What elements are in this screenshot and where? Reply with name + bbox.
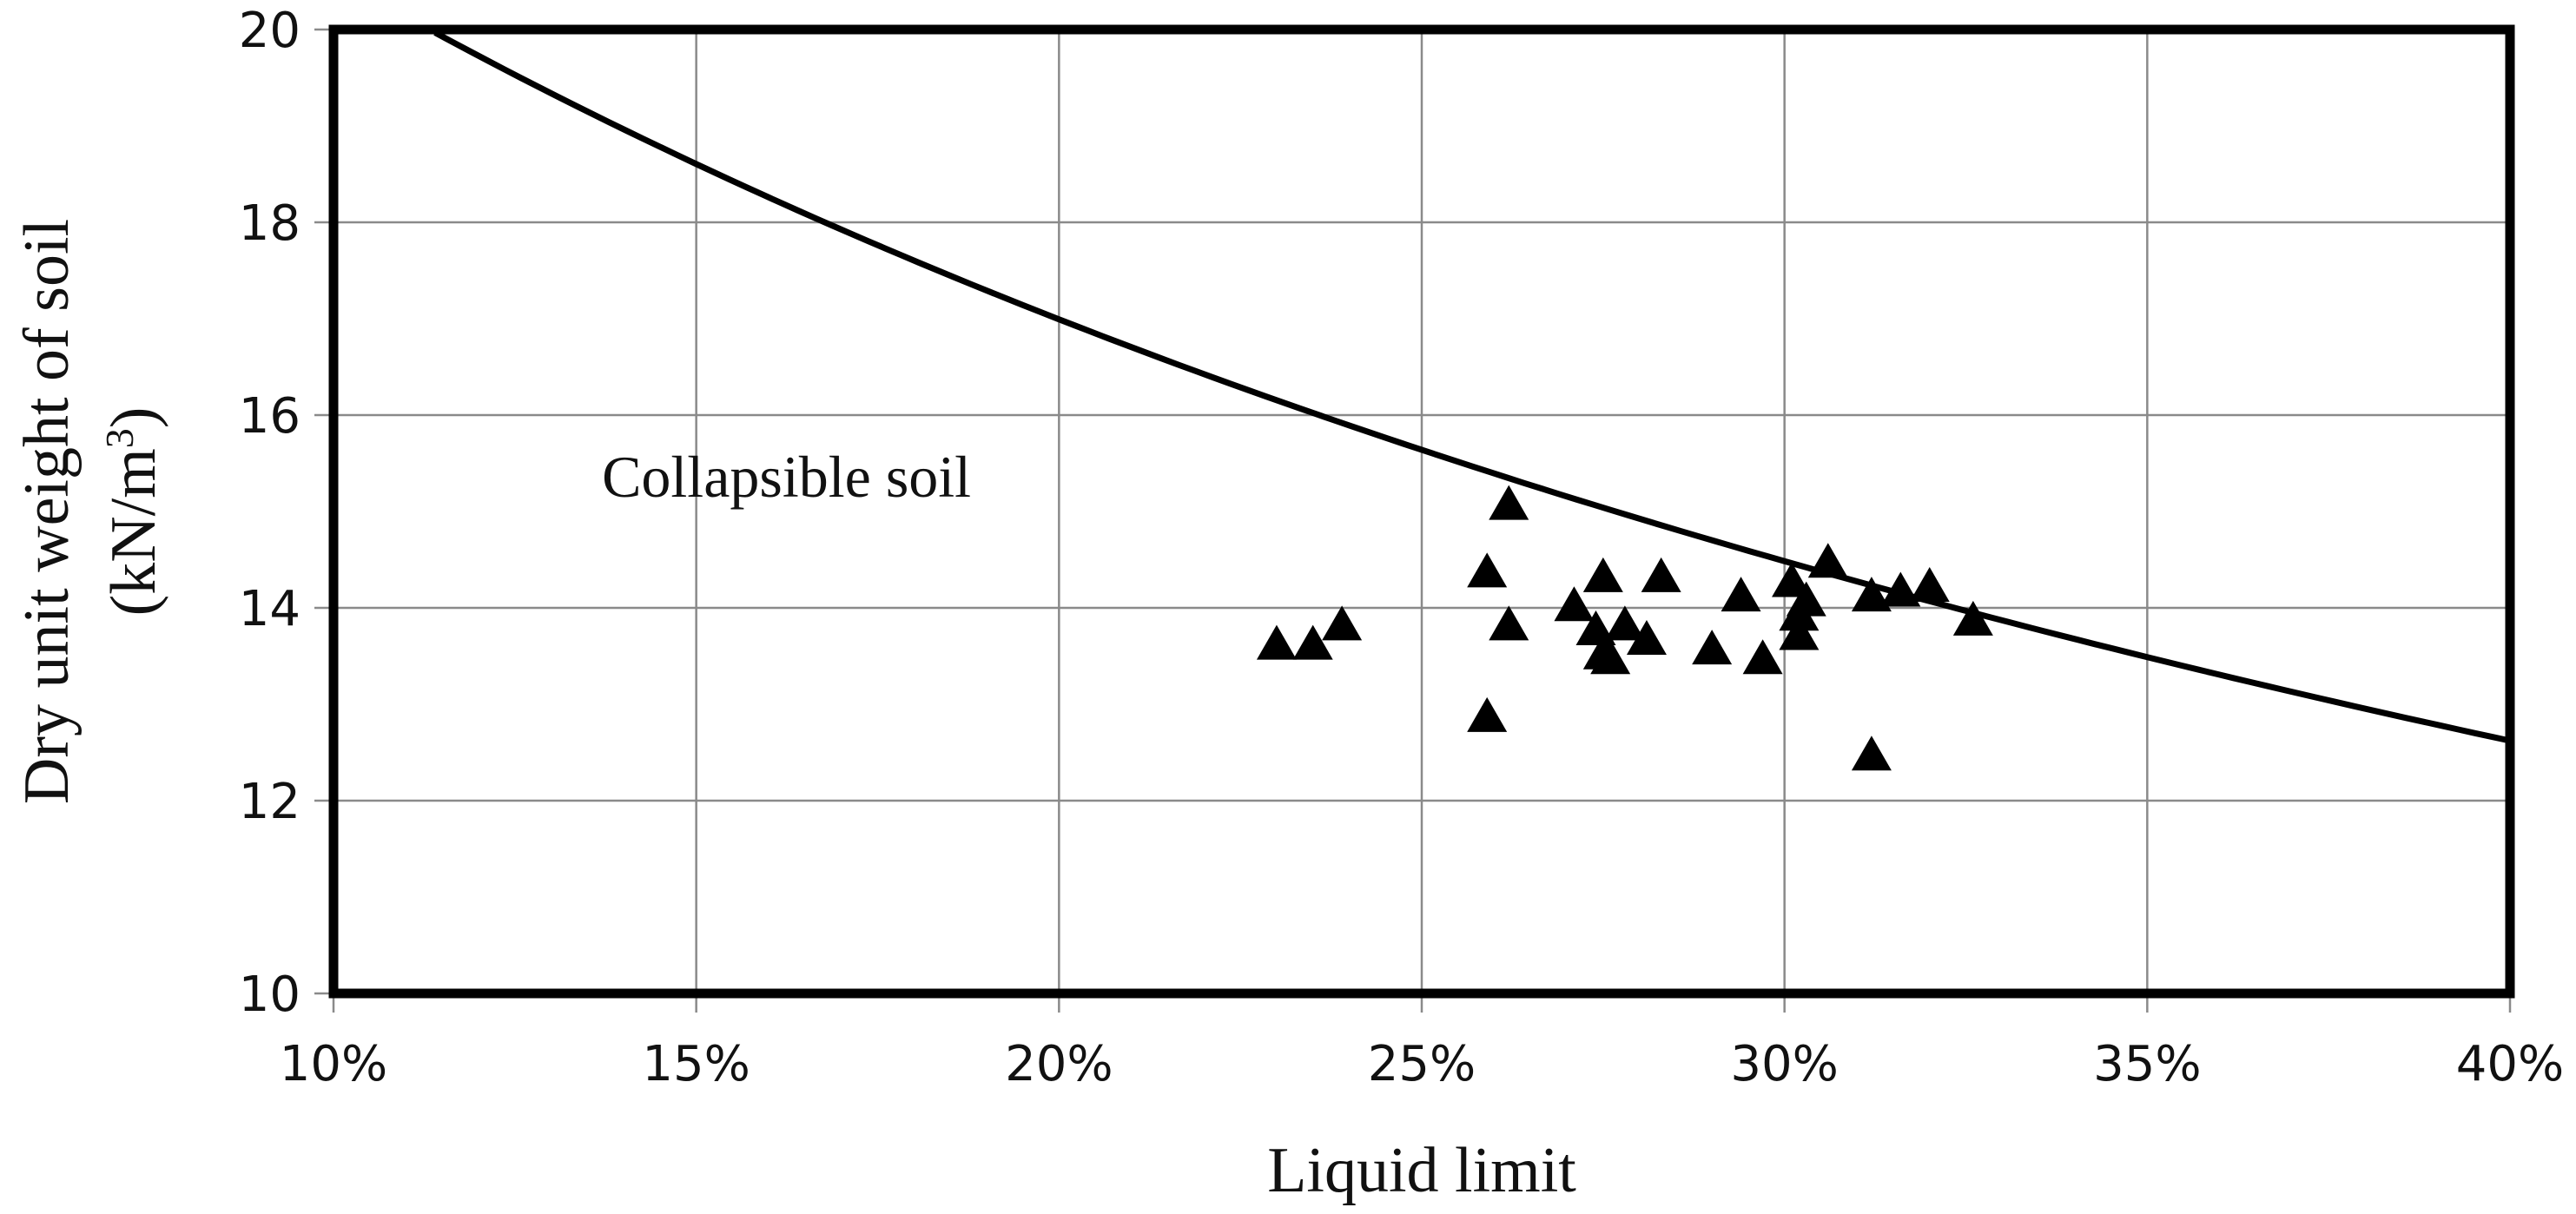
triangle-marker [1489,485,1529,520]
triangle-marker [1909,567,1950,602]
triangle-marker [1489,605,1529,641]
triangle-marker [1641,557,1681,592]
triangle-marker [1467,552,1508,588]
y-tick-label: 10 [239,967,301,1023]
unit-close-paren: ) [98,407,169,429]
triangle-marker [1292,624,1333,660]
triangle-marker [1554,586,1595,622]
triangle-marker [1851,736,1892,771]
y-tick-label: 20 [239,3,301,59]
triangle-marker [1851,577,1892,612]
x-tick-label: 35% [2093,1036,2201,1092]
x-tick-label: 10% [280,1036,387,1092]
triangle-marker [1742,639,1783,675]
x-tick-label: 15% [642,1036,750,1092]
boundary-curve [433,30,2511,744]
grid-lines [314,28,2512,1013]
triangle-marker [1575,610,1616,645]
triangle-marker [1880,571,1921,607]
triangle-marker [1604,605,1645,641]
y-axis-title-unit: (kN/m3) [97,407,170,617]
triangle-marker [1786,581,1826,617]
y-axis-title: Dry unit weight of soil (kN/m3) [11,219,169,804]
y-axis-ticks: 10 12 14 16 18 20 [239,3,301,1023]
y-tick-label: 18 [239,195,301,252]
triangle-marker [1772,562,1813,597]
x-tick-label: 25% [1368,1036,1476,1092]
triangle-marker [1256,624,1297,660]
x-tick-label: 40% [2456,1036,2564,1092]
triangle-marker [1582,557,1623,592]
triangle-marker [1467,696,1508,732]
triangle-marker [1721,577,1761,612]
x-tick-label: 20% [1005,1036,1113,1092]
y-tick-label: 14 [239,581,301,637]
triangle-marker [1779,615,1820,650]
superscript-3: 3 [97,428,142,448]
x-axis-ticks: 10% 15% 20% 25% 30% 35% 40% [280,1036,2564,1092]
x-tick-label: 30% [1730,1036,1838,1092]
triangle-marker [1692,630,1733,665]
y-tick-label: 16 [239,388,301,445]
y-axis-title-line1: Dry unit weight of soil [11,219,83,804]
plot-frame [328,24,2515,999]
collapsible-soil-annotation: Collapsible soil [602,444,971,510]
triangle-marker [1322,605,1363,641]
y-tick-label: 12 [239,774,301,830]
x-axis-title: Liquid limit [1267,1135,1576,1206]
data-points [1256,485,1993,771]
triangle-marker [1590,639,1631,675]
triangle-marker [1807,543,1848,578]
triangle-marker [1626,620,1667,656]
triangle-marker [1952,600,1993,636]
boundary-curve-path [433,30,2511,744]
